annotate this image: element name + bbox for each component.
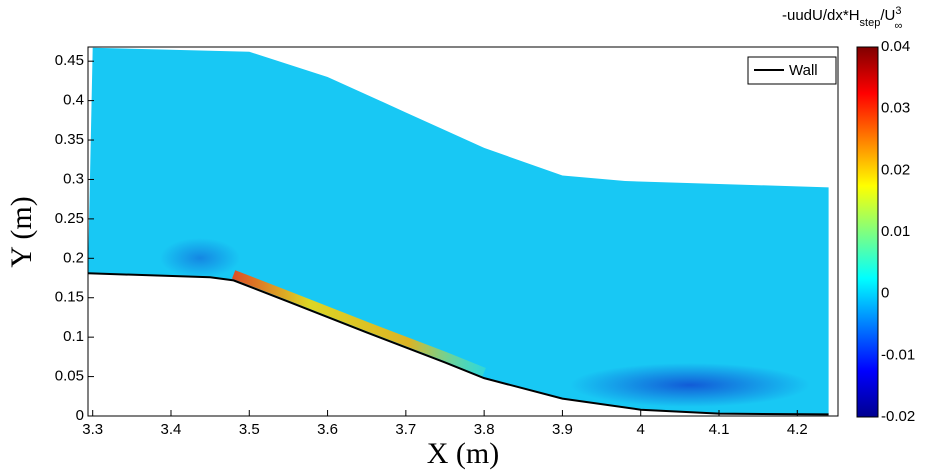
field	[87, 47, 829, 416]
colorbar-tick-label: 0.04	[881, 38, 910, 55]
colorbar-tick-label: 0.03	[881, 100, 910, 117]
x-tick-label: 3.9	[552, 421, 573, 438]
colorbar-tick-label: 0.01	[881, 223, 910, 240]
colorbar-tick-label: -0.01	[881, 346, 915, 363]
x-tick-label: 3.5	[239, 421, 260, 438]
low-region	[160, 238, 240, 278]
y-tick-label: 0	[76, 407, 84, 424]
y-tick-label: 0.2	[63, 249, 84, 266]
colorbar-label: -uudU/dx*Hstep/U3 ∞	[782, 5, 902, 32]
y-tick-label: 0.25	[55, 210, 84, 227]
wall-line	[87, 272, 829, 416]
x-tick-label: 3.7	[395, 421, 416, 438]
plot-frame	[87, 46, 839, 417]
y-tick-label: 0.4	[63, 92, 84, 109]
low-region	[570, 363, 810, 407]
y-tick-label: 0.3	[63, 170, 84, 187]
y-tick-label: 0.15	[55, 289, 84, 306]
x-tick-label: 3.6	[317, 421, 338, 438]
x-tick-label: 3.8	[474, 421, 495, 438]
high-band	[231, 270, 486, 377]
colorbar-tick-label: 0.02	[881, 161, 910, 178]
y-axis-title: Y (m)	[5, 196, 38, 267]
axes: 3.3 3.4 3.5 3.6 3.7 3.8 3.9 4 4.1 4.2 0 0.05 0.1 0.15…	[55, 38, 915, 438]
x-tick-label: 4.1	[709, 421, 730, 438]
legend: Wall	[747, 56, 837, 85]
x-tick-label: 4	[637, 421, 645, 438]
field-region	[88, 47, 829, 415]
y-tick-label: 0.1	[63, 328, 84, 345]
y-tick-label: 0.05	[55, 368, 84, 385]
colorbar	[856, 46, 879, 418]
y-tick-label: 0.35	[55, 131, 84, 148]
x-tick-label: 4.2	[787, 421, 808, 438]
x-tick-label: 3.3	[82, 421, 103, 438]
colorbar-tick-label: -0.02	[881, 408, 915, 425]
x-tick-label: 3.4	[161, 421, 182, 438]
legend-label: Wall	[789, 62, 818, 79]
x-axis-title: X (m)	[427, 437, 499, 470]
colorbar-tick-label: 0	[881, 285, 889, 302]
y-tick-label: 0.45	[55, 52, 84, 69]
